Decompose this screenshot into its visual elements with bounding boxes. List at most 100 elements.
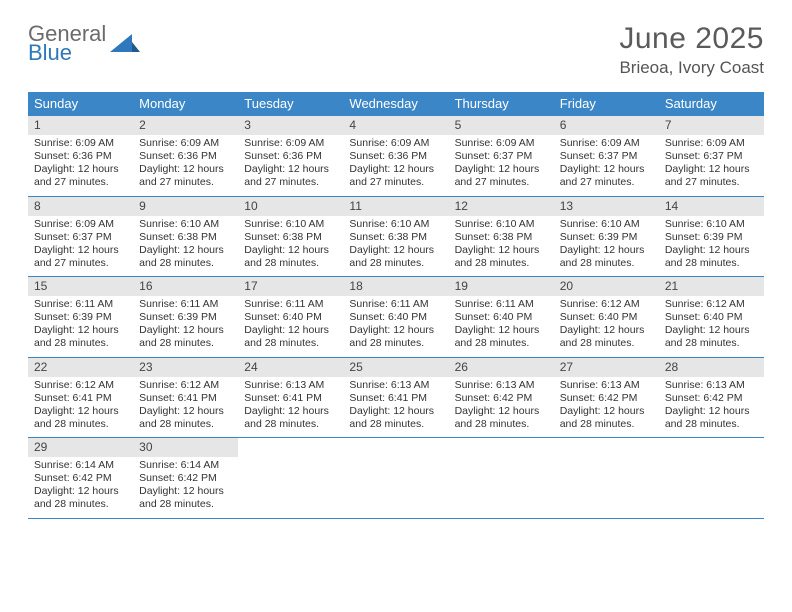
day-details: Sunrise: 6:14 AMSunset: 6:42 PMDaylight:… — [133, 457, 238, 512]
sunrise-text: Sunrise: 6:13 AM — [665, 379, 758, 392]
week-row: 29Sunrise: 6:14 AMSunset: 6:42 PMDayligh… — [28, 437, 764, 519]
sunset-text: Sunset: 6:39 PM — [139, 311, 232, 324]
title-block: June 2025 Brieoa, Ivory Coast — [619, 22, 764, 78]
day-details: Sunrise: 6:10 AMSunset: 6:39 PMDaylight:… — [554, 216, 659, 271]
day-cell: 1Sunrise: 6:09 AMSunset: 6:36 PMDaylight… — [28, 116, 133, 196]
day-cell: 12Sunrise: 6:10 AMSunset: 6:38 PMDayligh… — [449, 197, 554, 277]
day-number: 24 — [238, 358, 343, 377]
sunrise-text: Sunrise: 6:09 AM — [349, 137, 442, 150]
sunset-text: Sunset: 6:40 PM — [455, 311, 548, 324]
page-header: General Blue June 2025 Brieoa, Ivory Coa… — [28, 22, 764, 78]
weekday-header: Saturday — [659, 92, 764, 115]
week-row: 1Sunrise: 6:09 AMSunset: 6:36 PMDaylight… — [28, 115, 764, 196]
day-number: 15 — [28, 277, 133, 296]
day-number: 29 — [28, 438, 133, 457]
day-details: Sunrise: 6:11 AMSunset: 6:39 PMDaylight:… — [28, 296, 133, 351]
day-number: 4 — [343, 116, 448, 135]
day-number: 28 — [659, 358, 764, 377]
day-cell: 10Sunrise: 6:10 AMSunset: 6:38 PMDayligh… — [238, 197, 343, 277]
week-row: 8Sunrise: 6:09 AMSunset: 6:37 PMDaylight… — [28, 196, 764, 277]
day-number: 1 — [28, 116, 133, 135]
day-details: Sunrise: 6:13 AMSunset: 6:41 PMDaylight:… — [343, 377, 448, 432]
day-cell: 6Sunrise: 6:09 AMSunset: 6:37 PMDaylight… — [554, 116, 659, 196]
sunrise-text: Sunrise: 6:10 AM — [349, 218, 442, 231]
day-details: Sunrise: 6:13 AMSunset: 6:42 PMDaylight:… — [659, 377, 764, 432]
daylight-text: Daylight: 12 hours and 28 minutes. — [244, 244, 337, 270]
day-number: 8 — [28, 197, 133, 216]
sunset-text: Sunset: 6:42 PM — [560, 392, 653, 405]
daylight-text: Daylight: 12 hours and 28 minutes. — [139, 405, 232, 431]
day-cell: 15Sunrise: 6:11 AMSunset: 6:39 PMDayligh… — [28, 277, 133, 357]
day-number: 17 — [238, 277, 343, 296]
sunset-text: Sunset: 6:42 PM — [139, 472, 232, 485]
page: General Blue June 2025 Brieoa, Ivory Coa… — [0, 0, 792, 535]
day-details: Sunrise: 6:13 AMSunset: 6:42 PMDaylight:… — [554, 377, 659, 432]
sunrise-text: Sunrise: 6:12 AM — [34, 379, 127, 392]
day-details: Sunrise: 6:10 AMSunset: 6:38 PMDaylight:… — [238, 216, 343, 271]
day-details: Sunrise: 6:13 AMSunset: 6:41 PMDaylight:… — [238, 377, 343, 432]
sunrise-text: Sunrise: 6:13 AM — [560, 379, 653, 392]
sunset-text: Sunset: 6:38 PM — [244, 231, 337, 244]
day-details: Sunrise: 6:09 AMSunset: 6:36 PMDaylight:… — [28, 135, 133, 190]
sunset-text: Sunset: 6:38 PM — [455, 231, 548, 244]
day-details: Sunrise: 6:09 AMSunset: 6:37 PMDaylight:… — [28, 216, 133, 271]
sunset-text: Sunset: 6:40 PM — [244, 311, 337, 324]
day-cell: 20Sunrise: 6:12 AMSunset: 6:40 PMDayligh… — [554, 277, 659, 357]
daylight-text: Daylight: 12 hours and 27 minutes. — [244, 163, 337, 189]
daylight-text: Daylight: 12 hours and 28 minutes. — [665, 324, 758, 350]
day-details: Sunrise: 6:09 AMSunset: 6:36 PMDaylight:… — [238, 135, 343, 190]
day-cell: 4Sunrise: 6:09 AMSunset: 6:36 PMDaylight… — [343, 116, 448, 196]
brand-triangle-icon — [110, 30, 140, 56]
daylight-text: Daylight: 12 hours and 27 minutes. — [34, 244, 127, 270]
daylight-text: Daylight: 12 hours and 28 minutes. — [34, 324, 127, 350]
sunset-text: Sunset: 6:39 PM — [560, 231, 653, 244]
day-cell: 21Sunrise: 6:12 AMSunset: 6:40 PMDayligh… — [659, 277, 764, 357]
sunset-text: Sunset: 6:37 PM — [665, 150, 758, 163]
day-cell: 30Sunrise: 6:14 AMSunset: 6:42 PMDayligh… — [133, 438, 238, 518]
sunrise-text: Sunrise: 6:10 AM — [139, 218, 232, 231]
weekday-header: Sunday — [28, 92, 133, 115]
sunset-text: Sunset: 6:37 PM — [560, 150, 653, 163]
sunrise-text: Sunrise: 6:09 AM — [665, 137, 758, 150]
daylight-text: Daylight: 12 hours and 27 minutes. — [560, 163, 653, 189]
sunrise-text: Sunrise: 6:10 AM — [455, 218, 548, 231]
day-details: Sunrise: 6:11 AMSunset: 6:39 PMDaylight:… — [133, 296, 238, 351]
day-details: Sunrise: 6:12 AMSunset: 6:41 PMDaylight:… — [28, 377, 133, 432]
sunrise-text: Sunrise: 6:13 AM — [244, 379, 337, 392]
day-details: Sunrise: 6:10 AMSunset: 6:38 PMDaylight:… — [449, 216, 554, 271]
day-number: 22 — [28, 358, 133, 377]
day-cell: 8Sunrise: 6:09 AMSunset: 6:37 PMDaylight… — [28, 197, 133, 277]
day-cell: 11Sunrise: 6:10 AMSunset: 6:38 PMDayligh… — [343, 197, 448, 277]
sunset-text: Sunset: 6:39 PM — [34, 311, 127, 324]
daylight-text: Daylight: 12 hours and 28 minutes. — [34, 485, 127, 511]
sunrise-text: Sunrise: 6:13 AM — [349, 379, 442, 392]
weekday-header: Wednesday — [343, 92, 448, 115]
weekday-header: Friday — [554, 92, 659, 115]
day-details: Sunrise: 6:09 AMSunset: 6:37 PMDaylight:… — [659, 135, 764, 190]
sunrise-text: Sunrise: 6:12 AM — [665, 298, 758, 311]
sunset-text: Sunset: 6:40 PM — [349, 311, 442, 324]
sunset-text: Sunset: 6:36 PM — [244, 150, 337, 163]
sunrise-text: Sunrise: 6:09 AM — [244, 137, 337, 150]
daylight-text: Daylight: 12 hours and 28 minutes. — [244, 405, 337, 431]
day-number: 11 — [343, 197, 448, 216]
daylight-text: Daylight: 12 hours and 28 minutes. — [349, 244, 442, 270]
day-number: 30 — [133, 438, 238, 457]
daylight-text: Daylight: 12 hours and 28 minutes. — [455, 324, 548, 350]
day-number: 23 — [133, 358, 238, 377]
day-cell: 25Sunrise: 6:13 AMSunset: 6:41 PMDayligh… — [343, 358, 448, 438]
sunrise-text: Sunrise: 6:13 AM — [455, 379, 548, 392]
day-number: 10 — [238, 197, 343, 216]
day-number: 25 — [343, 358, 448, 377]
daylight-text: Daylight: 12 hours and 28 minutes. — [455, 405, 548, 431]
daylight-text: Daylight: 12 hours and 28 minutes. — [560, 324, 653, 350]
day-details: Sunrise: 6:11 AMSunset: 6:40 PMDaylight:… — [449, 296, 554, 351]
weekday-header: Tuesday — [238, 92, 343, 115]
day-details: Sunrise: 6:09 AMSunset: 6:37 PMDaylight:… — [449, 135, 554, 190]
sunrise-text: Sunrise: 6:12 AM — [139, 379, 232, 392]
day-cell: 5Sunrise: 6:09 AMSunset: 6:37 PMDaylight… — [449, 116, 554, 196]
sunset-text: Sunset: 6:40 PM — [560, 311, 653, 324]
day-number: 3 — [238, 116, 343, 135]
day-cell: 9Sunrise: 6:10 AMSunset: 6:38 PMDaylight… — [133, 197, 238, 277]
day-cell — [343, 438, 448, 518]
